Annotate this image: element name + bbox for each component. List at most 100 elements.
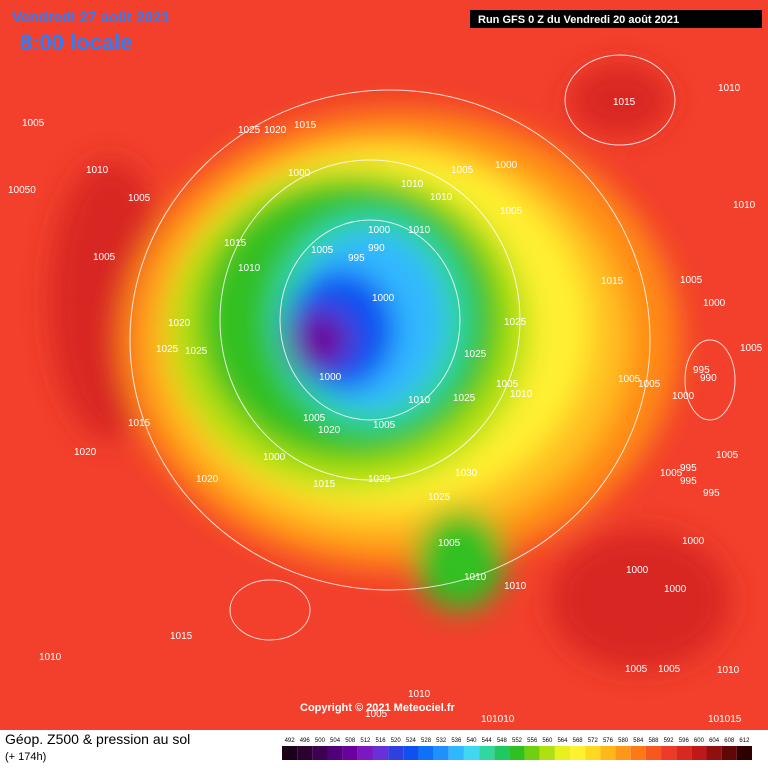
isobar-label: 1025 xyxy=(504,317,527,328)
isobar-label: 1010 xyxy=(238,263,261,274)
isobar-label: 1000 xyxy=(672,391,695,402)
scale-label: 600 xyxy=(694,738,705,744)
scale-label: 540 xyxy=(467,738,478,744)
scale-label: 596 xyxy=(679,738,690,744)
scale-swatch xyxy=(585,746,601,760)
scale-label: 544 xyxy=(482,738,493,744)
scale-label: 528 xyxy=(421,738,432,744)
isobars xyxy=(129,54,736,641)
isobar-label: 1005 xyxy=(660,468,683,479)
scale-swatch xyxy=(554,746,571,760)
run-info: Run GFS 0 Z du Vendredi 20 août 2021 xyxy=(478,14,679,26)
scale-swatch xyxy=(448,746,464,760)
isobar-label: 1010 xyxy=(510,389,533,400)
scale-label: 576 xyxy=(603,738,614,744)
scale-label: 608 xyxy=(724,738,735,744)
scale-swatch xyxy=(357,746,373,760)
scale-swatch xyxy=(403,746,419,760)
isobar-label: 1015 xyxy=(613,97,636,108)
isobar-label: 101010 xyxy=(481,714,515,725)
isobar-label: 990 xyxy=(700,373,717,384)
forecast-time: 8:00 locale xyxy=(20,30,133,55)
isobar-label: 1010 xyxy=(408,689,431,700)
isobar-label: 990 xyxy=(368,243,385,254)
scale-swatch xyxy=(645,746,662,760)
scale-label: 512 xyxy=(360,738,371,744)
scale-label: 564 xyxy=(557,738,568,744)
scale-label: 604 xyxy=(709,738,720,744)
scale-swatch xyxy=(312,746,328,760)
scale-swatch xyxy=(297,746,313,760)
isobar-label: 1005 xyxy=(451,165,474,176)
scale-swatch xyxy=(721,746,737,760)
scale-label: 580 xyxy=(618,738,629,744)
isobar-label: 1025 xyxy=(453,393,476,404)
isobar-label: 1000 xyxy=(703,298,726,309)
scale-swatch xyxy=(479,746,495,760)
isobar-label: 1005 xyxy=(618,374,641,385)
isobar-label: 1000 xyxy=(372,293,395,304)
scale-label: 556 xyxy=(527,738,538,744)
isobar-label: 1010 xyxy=(733,200,756,211)
scale-label: 560 xyxy=(542,738,553,744)
isobar-label: 1015 xyxy=(601,276,624,287)
isobar-label: 1005 xyxy=(311,245,334,256)
isobar-label: 1025 xyxy=(428,492,451,503)
scale-swatch xyxy=(676,746,692,760)
isobar-label: 1005 xyxy=(93,252,116,263)
isobar-label: 1000 xyxy=(263,452,286,463)
isobar-label: 1010 xyxy=(504,581,527,592)
isobar-label: 1005 xyxy=(365,709,388,720)
isobar-label: 1025 xyxy=(238,125,261,136)
scale-label: 548 xyxy=(497,738,508,744)
lead-time: (+ 174h) xyxy=(5,751,46,763)
scale-label: 536 xyxy=(451,738,462,744)
isobar-label: 1020 xyxy=(196,474,219,485)
scale-swatch xyxy=(539,746,555,760)
isobar-label: 1010 xyxy=(718,83,741,94)
isobar-label: 1025 xyxy=(464,349,487,360)
isobar-label: 1005 xyxy=(638,379,661,390)
scale-label: 552 xyxy=(512,738,523,744)
isobar-label: 10050 xyxy=(8,185,36,196)
isobar-label: 1020 xyxy=(74,447,97,458)
scale-swatch xyxy=(691,746,707,760)
legend-title: Géop. Z500 & pression au sol xyxy=(5,731,190,747)
scale-swatch xyxy=(524,746,540,760)
isobar-label: 1005 xyxy=(373,420,396,431)
isobar-label: 101015 xyxy=(708,714,742,725)
scale-label: 508 xyxy=(345,738,356,744)
scale-swatch xyxy=(418,746,434,760)
scale-label: 592 xyxy=(664,738,675,744)
isobar-label: 1005 xyxy=(625,664,648,675)
isobar-label: 1010 xyxy=(717,665,740,676)
isobar-label: 1025 xyxy=(185,346,208,357)
isobar-label: 1000 xyxy=(626,565,649,576)
isobar-label: 995 xyxy=(703,488,720,499)
isobar-label: 1005 xyxy=(740,343,763,354)
scale-swatch xyxy=(342,746,358,760)
isobar-label: 1015 xyxy=(313,479,336,490)
isobar-label: 1010 xyxy=(86,165,109,176)
scale-label: 524 xyxy=(406,738,417,744)
isobar-label: 1000 xyxy=(319,372,342,383)
isobar-label: 1005 xyxy=(658,664,681,675)
scale-label: 588 xyxy=(648,738,659,744)
isobar-label: 1015 xyxy=(224,238,247,249)
scale-swatch xyxy=(433,746,449,760)
scale-swatch xyxy=(463,746,480,760)
isobar-label: 1005 xyxy=(303,413,326,424)
isobar-label: 1010 xyxy=(430,192,453,203)
scale-swatch xyxy=(509,746,525,760)
scale-swatch xyxy=(372,746,389,760)
isobar-label: 1015 xyxy=(170,631,193,642)
forecast-date: Vendredi 27 août 2021 xyxy=(12,9,170,26)
isobar-label: 1025 xyxy=(156,344,179,355)
isobar-label: 1015 xyxy=(294,120,317,131)
copyright: Copyright © 2021 Meteociel.fr xyxy=(300,702,456,714)
scale-label: 520 xyxy=(391,738,402,744)
run-box xyxy=(470,10,762,28)
scale-label: 500 xyxy=(315,738,326,744)
isobar-label: 995 xyxy=(693,365,710,376)
isobar-label: 995 xyxy=(348,253,365,264)
